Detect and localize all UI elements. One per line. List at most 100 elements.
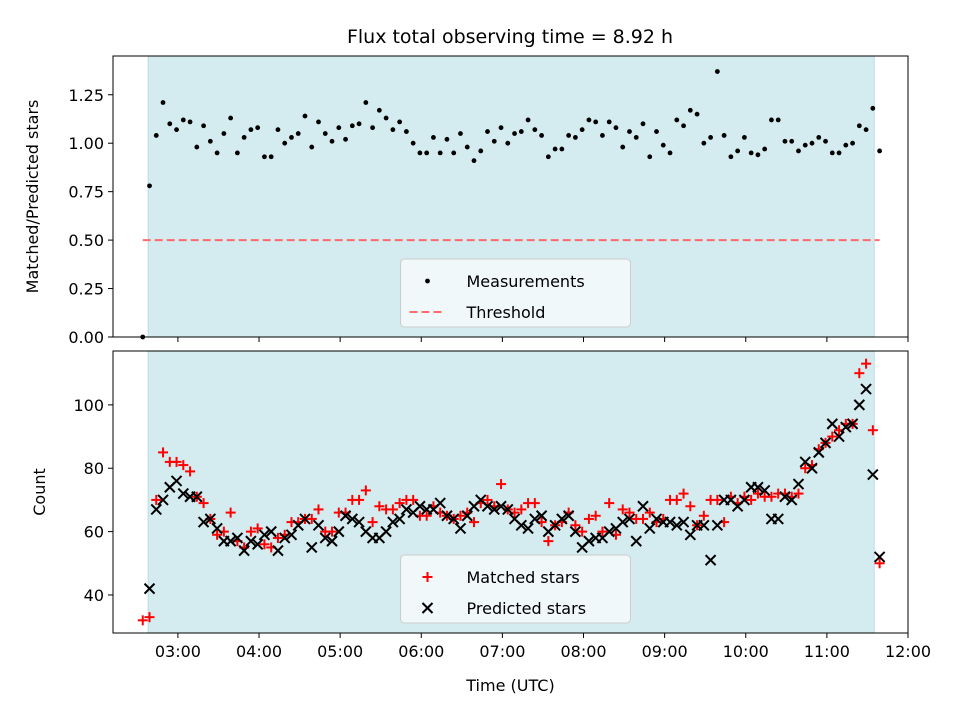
y-tick-label: 60	[84, 523, 104, 542]
matched-star-point	[171, 456, 182, 467]
measurement-point	[850, 140, 855, 146]
predicted-star-point	[211, 522, 223, 535]
measurement-point	[255, 125, 261, 131]
matched-star-point	[746, 494, 757, 505]
measurement-point	[735, 148, 741, 154]
measurement-point	[431, 134, 436, 140]
measurement-point	[248, 127, 254, 133]
measurement-point	[194, 144, 200, 150]
measurement-point	[343, 136, 348, 142]
predicted-star-point	[251, 538, 264, 550]
predicted-star-point	[326, 535, 338, 547]
measurement-point	[816, 134, 822, 140]
measurement-point	[180, 117, 186, 123]
matched-star-point	[178, 460, 189, 471]
matched-star-point	[137, 615, 148, 626]
predicted-star-point	[448, 513, 460, 525]
measurement-point	[376, 107, 382, 113]
matched-star-point	[624, 507, 635, 518]
measurement-point	[322, 131, 328, 136]
measurement-point	[856, 123, 862, 129]
matched-star-point	[158, 447, 169, 458]
predicted-star-point	[515, 519, 528, 531]
legend-swatch	[422, 572, 433, 582]
y-tick-label: 0.50	[68, 231, 104, 250]
measurement-point	[221, 131, 227, 136]
matched-star-point	[259, 539, 270, 550]
matched-star-point	[327, 526, 338, 537]
predicted-star-point	[867, 468, 879, 481]
predicted-star-point	[319, 532, 331, 544]
matched-star-point	[482, 494, 493, 505]
predicted-star-point	[414, 500, 426, 512]
measurement-point	[512, 131, 517, 136]
predicted-star-point	[617, 516, 629, 528]
measurement-point	[681, 123, 686, 129]
x-tick-label: 03:00	[155, 642, 201, 661]
matched-star-point	[360, 485, 371, 496]
measurement-point	[485, 129, 490, 134]
measurement-point	[775, 117, 781, 123]
legend-box	[400, 554, 631, 624]
figure-title: Flux total observing time = 8.92 h	[347, 26, 673, 48]
measurement-point	[289, 134, 294, 140]
predicted-star-point	[488, 503, 500, 516]
predicted-star-point	[393, 513, 406, 525]
matched-star-point	[387, 504, 398, 515]
series-group	[140, 69, 883, 340]
predicted-star-point	[333, 525, 345, 538]
matched-star-point	[570, 520, 581, 531]
y-axis-label: Matched/Predicted stars	[23, 100, 42, 294]
measurement-point	[789, 138, 795, 144]
legend-label: Threshold	[466, 303, 546, 322]
measurement-point	[174, 127, 179, 133]
measurement-point	[383, 115, 389, 121]
predicted-star-point	[833, 430, 845, 443]
matched-star-point	[313, 504, 324, 515]
predicted-star-point	[177, 487, 190, 500]
measurement-point	[458, 131, 463, 136]
measurement-point	[620, 144, 626, 150]
measurement-point	[870, 105, 876, 111]
matched-star-point	[597, 526, 608, 537]
matched-star-point	[861, 358, 872, 369]
matched-star-point	[252, 523, 263, 534]
x-tick-label: 04:00	[236, 642, 282, 661]
measurement-point	[464, 144, 470, 150]
predicted-star-point	[772, 513, 784, 525]
matched-star-point	[678, 488, 689, 499]
matched-star-point	[421, 510, 432, 521]
predicted-star-point	[231, 532, 244, 544]
measurement-point	[234, 150, 240, 156]
measurement-point	[147, 183, 152, 189]
legend: Measurements Threshold	[400, 258, 631, 328]
matched-star-point	[827, 431, 838, 442]
measurement-point	[627, 129, 632, 134]
measurement-point	[201, 123, 206, 129]
predicted-star-point	[299, 513, 311, 525]
matched-star-point	[144, 612, 155, 623]
measurement-point	[572, 134, 578, 140]
measurement-point	[674, 117, 680, 123]
matched-star-point	[638, 513, 648, 524]
measurement-point	[606, 119, 612, 125]
matched-star-point	[617, 504, 628, 515]
predicted-star-point	[583, 535, 595, 547]
predicted-star-point	[813, 446, 825, 459]
measurement-point	[823, 138, 828, 144]
y-tick-label: 80	[84, 459, 104, 478]
x-tick-label: 06:00	[398, 642, 444, 661]
predicted-star-point	[197, 516, 210, 528]
measurement-point	[600, 133, 605, 138]
predicted-star-point	[143, 582, 156, 595]
measurement-point	[579, 127, 585, 133]
matched-star-point	[354, 494, 365, 505]
measurement-point	[687, 107, 693, 113]
predicted-star-point	[569, 525, 582, 538]
predicted-star-point	[522, 522, 534, 535]
predicted-star-point	[272, 544, 284, 557]
matched-star-point	[577, 526, 588, 537]
measurement-point	[302, 113, 308, 119]
predicted-star-point	[556, 513, 568, 525]
measurement-point	[370, 125, 375, 131]
